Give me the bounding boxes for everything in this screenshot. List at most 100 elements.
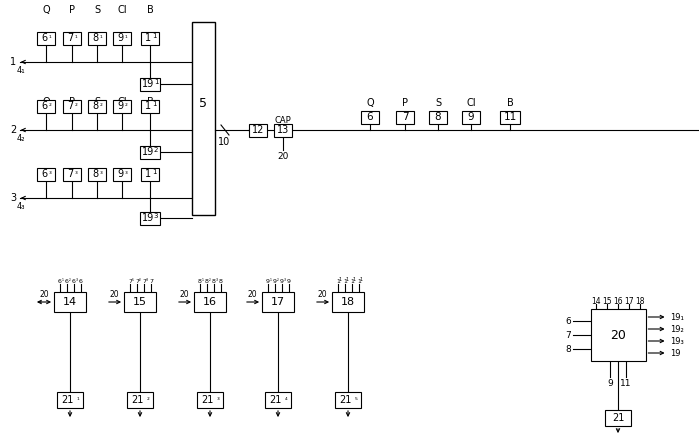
Text: 9: 9 — [117, 169, 123, 179]
Text: 4₂: 4₂ — [17, 134, 25, 142]
Bar — [127, 392, 153, 408]
Text: 20: 20 — [109, 289, 119, 298]
Text: 21: 21 — [339, 395, 351, 405]
Text: 20: 20 — [610, 328, 626, 341]
Text: ₁: ₁ — [124, 33, 127, 39]
Bar — [57, 392, 83, 408]
Text: ₃: ₃ — [75, 276, 78, 281]
Text: 6: 6 — [565, 316, 571, 326]
Text: 6: 6 — [65, 279, 69, 284]
Bar — [124, 292, 156, 312]
Text: 11: 11 — [620, 379, 632, 388]
Bar — [88, 31, 106, 44]
Text: 4₁: 4₁ — [17, 65, 25, 74]
Bar — [140, 211, 160, 224]
Text: 8: 8 — [92, 33, 98, 43]
Text: ₂: ₂ — [208, 276, 210, 281]
Bar — [361, 111, 379, 124]
Text: 11: 11 — [503, 112, 517, 122]
Text: ₂: ₂ — [69, 276, 71, 281]
Text: 1: 1 — [152, 101, 157, 107]
Text: 9: 9 — [287, 279, 291, 284]
Text: Q: Q — [42, 97, 50, 107]
Text: B: B — [147, 97, 153, 107]
Text: 1: 1 — [339, 276, 342, 281]
Text: 9: 9 — [117, 101, 123, 111]
Bar — [249, 124, 267, 137]
Text: 10: 10 — [218, 137, 230, 147]
Bar — [63, 168, 81, 181]
Text: ₃: ₃ — [124, 169, 127, 175]
Bar — [37, 168, 55, 181]
Text: 17: 17 — [271, 297, 285, 307]
Text: 20: 20 — [317, 289, 327, 298]
Text: 15: 15 — [133, 297, 147, 307]
Bar — [88, 168, 106, 181]
Text: 6: 6 — [72, 279, 76, 284]
Text: 1: 1 — [360, 276, 363, 281]
Text: ₃: ₃ — [49, 169, 51, 175]
Text: 16: 16 — [613, 297, 623, 306]
Text: S: S — [435, 98, 441, 108]
Text: 8: 8 — [92, 101, 98, 111]
Text: 1: 1 — [350, 279, 354, 284]
Text: B: B — [507, 98, 513, 108]
Text: S: S — [94, 97, 100, 107]
Text: 3: 3 — [10, 193, 16, 203]
Text: 21: 21 — [612, 413, 624, 423]
Text: 1: 1 — [346, 276, 349, 281]
Text: 20: 20 — [39, 289, 49, 298]
Text: 1: 1 — [154, 79, 158, 85]
Bar — [140, 146, 160, 159]
Text: ₃: ₃ — [215, 276, 217, 281]
Text: 2: 2 — [10, 125, 16, 135]
Text: 7: 7 — [149, 279, 153, 284]
Bar — [37, 31, 55, 44]
Text: S: S — [94, 5, 100, 15]
Text: 7: 7 — [402, 112, 408, 122]
Text: ₁: ₁ — [77, 395, 80, 401]
Text: CAP: CAP — [275, 116, 291, 125]
Bar — [140, 78, 160, 90]
Text: 6: 6 — [79, 279, 83, 284]
Text: 19₂: 19₂ — [670, 324, 684, 333]
Bar — [462, 111, 480, 124]
Text: B: B — [147, 5, 153, 15]
Bar — [197, 392, 223, 408]
Text: ₃: ₃ — [75, 169, 78, 175]
Bar — [88, 99, 106, 112]
Text: 7: 7 — [135, 279, 139, 284]
Text: 1: 1 — [357, 279, 361, 284]
Text: 21: 21 — [131, 395, 143, 405]
Text: ₁: ₁ — [100, 33, 102, 39]
Text: 1: 1 — [10, 57, 16, 67]
Text: ₁: ₁ — [62, 276, 64, 281]
Text: 8: 8 — [198, 279, 202, 284]
Text: ₁: ₁ — [49, 33, 51, 39]
Text: CI: CI — [117, 5, 127, 15]
Text: 9: 9 — [273, 279, 277, 284]
Text: Q: Q — [366, 98, 374, 108]
Bar — [113, 31, 131, 44]
Text: ₂: ₂ — [147, 395, 150, 401]
Text: P: P — [402, 98, 408, 108]
Text: 21: 21 — [201, 395, 213, 405]
Text: 1: 1 — [152, 33, 157, 39]
Text: 7: 7 — [142, 279, 146, 284]
Text: 9: 9 — [266, 279, 270, 284]
Text: 3: 3 — [154, 213, 158, 219]
Text: 8: 8 — [205, 279, 209, 284]
Text: 7: 7 — [67, 33, 73, 43]
Text: 6: 6 — [367, 112, 373, 122]
Text: 9: 9 — [607, 379, 613, 388]
Text: 20: 20 — [247, 289, 257, 298]
Text: 8: 8 — [212, 279, 216, 284]
Bar — [54, 292, 86, 312]
Text: 1: 1 — [145, 169, 151, 179]
Text: 1: 1 — [336, 279, 340, 284]
Text: Q: Q — [42, 5, 50, 15]
Text: 7: 7 — [67, 169, 73, 179]
Text: 7: 7 — [67, 101, 73, 111]
Text: ₃: ₃ — [284, 276, 285, 281]
Text: ₂: ₂ — [124, 101, 127, 107]
